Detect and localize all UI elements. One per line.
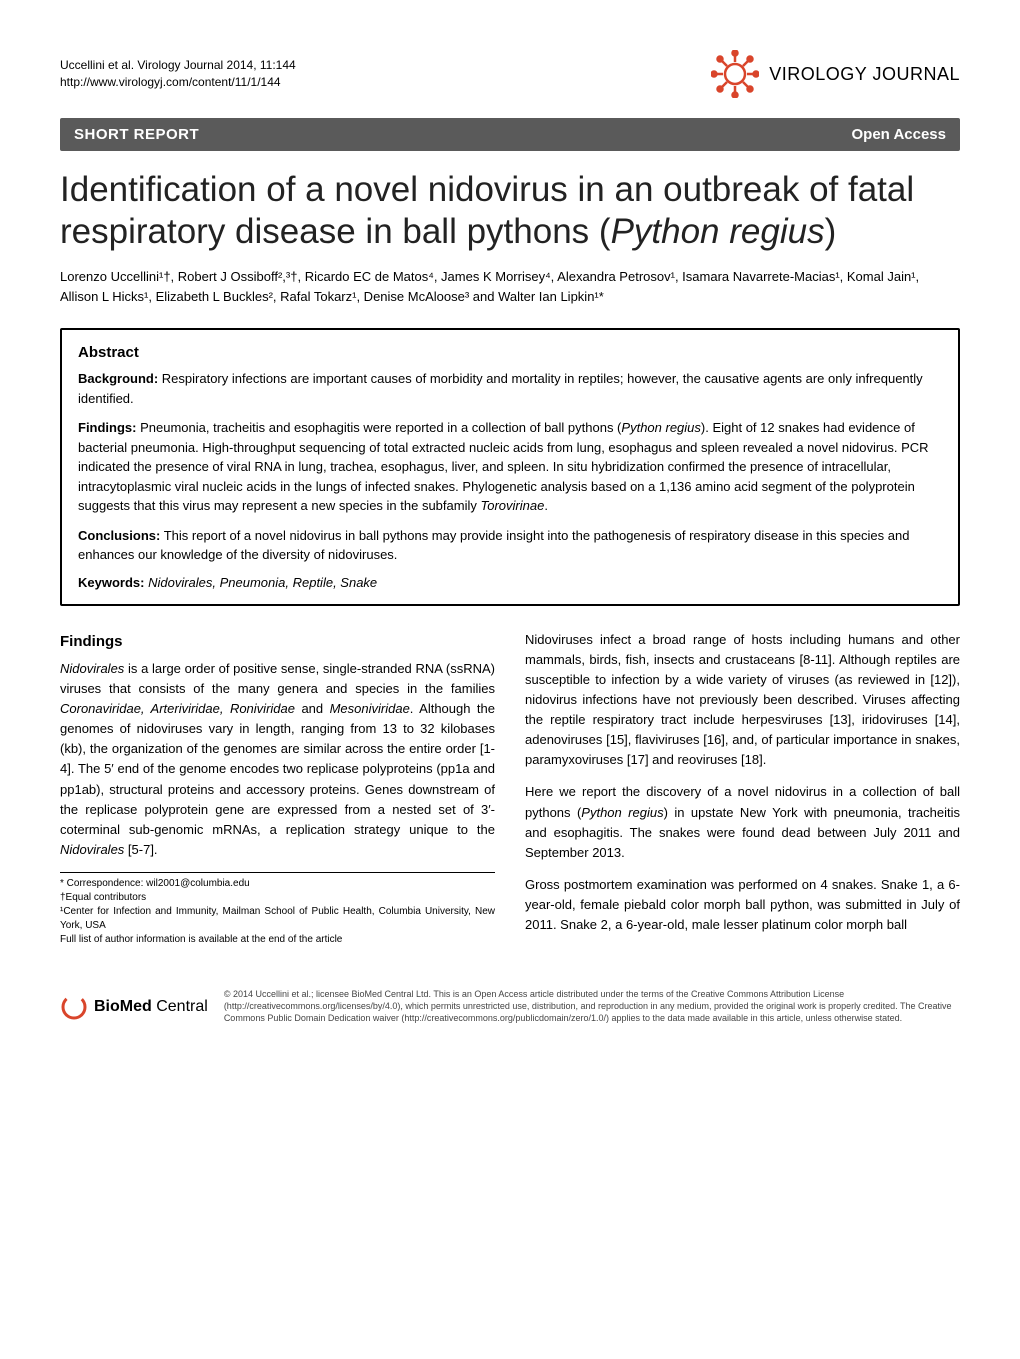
abstract-keywords: Keywords: Nidovirales, Pneumonia, Reptil… <box>78 575 942 590</box>
keywords-label: Keywords: <box>78 575 144 590</box>
col2-para2: Here we report the discovery of a novel … <box>525 782 960 863</box>
findings-italic-1: Python regius <box>621 420 701 435</box>
article-title: Identification of a novel nidovirus in a… <box>60 169 960 253</box>
keywords-values: Nidovirales, Pneumonia, Reptile, Snake <box>144 575 377 590</box>
biomed-icon <box>60 993 88 1021</box>
article-type-banner: SHORT REPORT Open Access <box>60 118 960 151</box>
abstract-background: Background: Respiratory infections are i… <box>78 369 942 408</box>
col2-p2-b: Python regius <box>581 805 663 820</box>
findings-heading: Findings <box>60 630 495 653</box>
right-column: Nidoviruses infect a broad range of host… <box>525 630 960 948</box>
title-part2: ) <box>825 212 837 251</box>
col1-p1-b: is a large order of positive sense, sing… <box>60 661 495 696</box>
col2-para1: Nidoviruses infect a broad range of host… <box>525 630 960 771</box>
col2-para3: Gross postmortem examination was perform… <box>525 875 960 935</box>
biomed-a: BioMed <box>94 998 152 1015</box>
equal-contributors: †Equal contributors <box>60 891 495 905</box>
background-label: Background: <box>78 371 158 386</box>
footer-notes: * Correspondence: wil2001@columbia.edu †… <box>60 872 495 947</box>
virology-journal-icon <box>711 50 759 98</box>
col1-p1-a: Nidovirales <box>60 661 124 676</box>
article-type: SHORT REPORT <box>74 126 199 143</box>
col1-p1-f: . Although the genomes of nidoviruses va… <box>60 701 495 837</box>
col1-p1-h: [5-7]. <box>124 842 157 857</box>
bottom-bar: BioMed Central © 2014 Uccellini et al.; … <box>60 977 960 1024</box>
full-list-note: Full list of author information is avail… <box>60 933 495 947</box>
background-text: Respiratory infections are important cau… <box>78 371 923 406</box>
citation-block: Uccellini et al. Virology Journal 2014, … <box>60 57 296 91</box>
abstract-heading: Abstract <box>78 344 942 361</box>
journal-name: VIROLOGY JOURNAL <box>769 64 960 85</box>
col1-p1-e: Mesoniviridae <box>330 701 410 716</box>
abstract-findings: Findings: Pneumonia, tracheitis and esop… <box>78 418 942 516</box>
findings-italic-2: Torovirinae <box>480 498 544 513</box>
correspondence: * Correspondence: wil2001@columbia.edu <box>60 877 495 891</box>
col1-p1-c: Coronaviridae, Arteriviridae, Ronivirida… <box>60 701 295 716</box>
conclusions-text: This report of a novel nidovirus in ball… <box>78 528 909 563</box>
left-column: Findings Nidovirales is a large order of… <box>60 630 495 948</box>
title-italic: Python regius <box>611 212 825 251</box>
abstract-conclusions: Conclusions: This report of a novel nido… <box>78 526 942 565</box>
col1-p1-d: and <box>295 701 330 716</box>
col1-p1-g: Nidovirales <box>60 842 124 857</box>
biomed-logo: BioMed Central <box>60 993 208 1021</box>
citation-text: Uccellini et al. Virology Journal 2014, … <box>60 57 296 74</box>
conclusions-label: Conclusions: <box>78 528 160 543</box>
affiliation: ¹Center for Infection and Immunity, Mail… <box>60 905 495 933</box>
findings-text-1: Pneumonia, tracheitis and esophagitis we… <box>137 420 622 435</box>
abstract-box: Abstract Background: Respiratory infecti… <box>60 328 960 606</box>
journal-brand: VIROLOGY JOURNAL <box>711 50 960 98</box>
body-columns: Findings Nidovirales is a large order of… <box>60 630 960 948</box>
open-access-label: Open Access <box>852 126 947 143</box>
citation-url: http://www.virologyj.com/content/11/1/14… <box>60 74 296 91</box>
col1-para1: Nidovirales is a large order of positive… <box>60 659 495 860</box>
findings-text-3: . <box>544 498 548 513</box>
findings-label: Findings: <box>78 420 137 435</box>
license-text: © 2014 Uccellini et al.; licensee BioMed… <box>224 989 960 1024</box>
page-header: Uccellini et al. Virology Journal 2014, … <box>60 50 960 98</box>
author-list: Lorenzo Uccellini¹†, Robert J Ossiboff²,… <box>60 267 960 306</box>
biomed-b: Central <box>152 998 208 1015</box>
biomed-text: BioMed Central <box>94 998 208 1016</box>
